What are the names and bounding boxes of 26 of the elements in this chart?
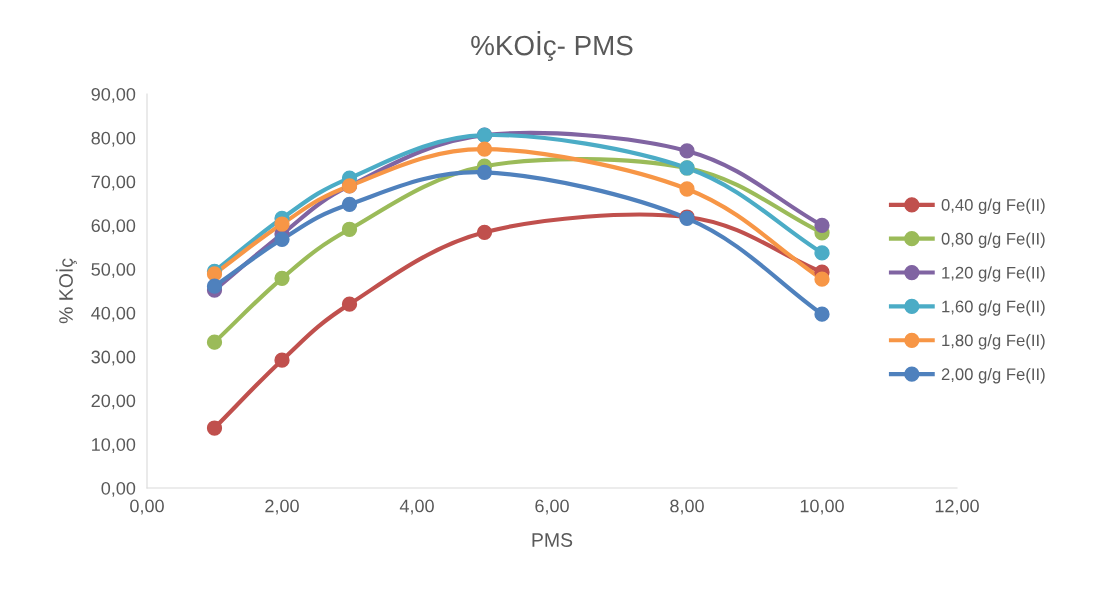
chart-title: %KOİç- PMS bbox=[471, 31, 633, 61]
y-tick-label: 70,00 bbox=[91, 175, 136, 191]
y-tick-label: 40,00 bbox=[91, 306, 136, 322]
x-axis-title: PMS bbox=[532, 533, 573, 547]
y-tick-label: 20,00 bbox=[91, 394, 136, 410]
y-tick-label: 60,00 bbox=[91, 219, 136, 235]
x-tick-label: 8,00 bbox=[670, 499, 704, 515]
x-tick-label: 2,00 bbox=[265, 499, 299, 515]
y-tick-label: 80,00 bbox=[91, 131, 136, 147]
y-tick-label: 30,00 bbox=[91, 350, 136, 366]
x-tick-label: 10,00 bbox=[800, 499, 844, 515]
y-tick-label: 0,00 bbox=[101, 481, 136, 497]
y-axis-title: % KOİç bbox=[55, 258, 77, 324]
y-tick-label: 50,00 bbox=[91, 263, 136, 278]
x-tick-label: 6,00 bbox=[535, 499, 569, 515]
y-tick-label: 90,00 bbox=[91, 87, 136, 103]
x-tick-label: 0,00 bbox=[130, 499, 164, 515]
x-tick-label: 4,00 bbox=[399, 499, 434, 515]
legend-label: 2,00 g/g Fe(II) bbox=[941, 367, 1045, 384]
legend-label: 1,60 g/g Fe(II) bbox=[942, 300, 1045, 316]
legend-label: 1,20 g/g Fe(II) bbox=[942, 266, 1045, 282]
x-tick-label: 12,00 bbox=[935, 499, 979, 515]
y-tick-label: 10,00 bbox=[92, 438, 136, 454]
legend-label: 0,40 g/g Fe(II) bbox=[941, 198, 1045, 215]
legend-label: 1,80 g/g Fe(II) bbox=[942, 334, 1045, 350]
legend-label: 0,80 g/g Fe(II) bbox=[941, 232, 1045, 248]
